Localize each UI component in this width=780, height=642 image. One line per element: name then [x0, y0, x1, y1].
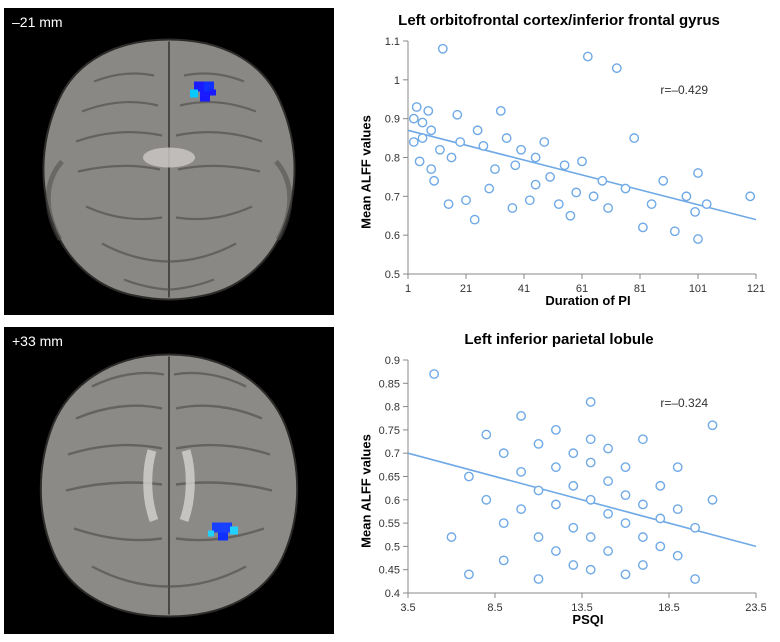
svg-text:0.9: 0.9 [385, 114, 400, 126]
svg-text:121: 121 [747, 283, 765, 295]
svg-text:1: 1 [405, 283, 411, 295]
r-annotation-top: r=–0.429 [660, 83, 708, 97]
svg-text:0.4: 0.4 [385, 588, 400, 600]
brain-svg-top [4, 8, 334, 315]
r-annotation-bottom: r=–0.324 [660, 396, 708, 410]
svg-text:0.8: 0.8 [385, 402, 400, 414]
svg-text:41: 41 [518, 283, 530, 295]
slice-label-top: –21 mm [12, 14, 63, 30]
brain-panel-bottom: +33 mm [4, 327, 334, 634]
plot-wrap-bottom: Mean ALFF values 0.40.450.50.550.60.650.… [352, 352, 766, 629]
plot-wrap-top: Mean ALFF values 0.50.60.70.80.911.11214… [352, 33, 766, 310]
svg-text:81: 81 [634, 283, 646, 295]
chart-panel-bottom: Left inferior parietal lobule Mean ALFF … [350, 327, 772, 634]
svg-text:0.45: 0.45 [379, 565, 400, 577]
figure-grid: –21 mm [0, 0, 780, 642]
svg-text:0.65: 0.65 [379, 472, 400, 484]
brain-svg-bottom [4, 327, 334, 634]
slice-label-bottom: +33 mm [12, 333, 63, 349]
chart-title-bottom: Left inferior parietal lobule [352, 331, 766, 348]
brain-panel-top: –21 mm [4, 8, 334, 315]
svg-text:23.5: 23.5 [745, 602, 766, 614]
svg-text:3.5: 3.5 [400, 602, 415, 614]
svg-text:0.5: 0.5 [385, 541, 400, 553]
svg-text:0.5: 0.5 [385, 269, 400, 281]
svg-text:0.7: 0.7 [385, 448, 400, 460]
scatter-plot-top: 0.50.60.70.80.911.1121416181101121 [352, 33, 766, 310]
svg-text:1.1: 1.1 [385, 36, 400, 48]
svg-text:18.5: 18.5 [658, 602, 679, 614]
xlabel-bottom: PSQI [572, 612, 603, 627]
svg-text:8.5: 8.5 [487, 602, 502, 614]
chart-panel-top: Left orbitofrontal cortex/inferior front… [350, 8, 772, 315]
svg-text:0.7: 0.7 [385, 191, 400, 203]
svg-text:0.8: 0.8 [385, 153, 400, 165]
scatter-plot-bottom: 0.4 0.45 0.5 0.55 0.6 0.65 0.7 0.75 0.8 0.85 0.9 3.… [352, 352, 766, 629]
svg-text:0.75: 0.75 [379, 425, 400, 437]
xlabel-top: Duration of PI [545, 293, 630, 308]
chart-title-top: Left orbitofrontal cortex/inferior front… [352, 12, 766, 29]
brain-outline-top [43, 40, 294, 300]
brain-outline-bottom [41, 355, 297, 617]
svg-text:0.9: 0.9 [385, 355, 400, 367]
svg-text:0.6: 0.6 [385, 495, 400, 507]
svg-text:0.6: 0.6 [385, 230, 400, 242]
svg-text:0.55: 0.55 [379, 518, 400, 530]
svg-text:21: 21 [460, 283, 472, 295]
svg-text:0.85: 0.85 [379, 378, 400, 390]
svg-text:101: 101 [689, 283, 707, 295]
svg-text:1: 1 [394, 75, 400, 87]
